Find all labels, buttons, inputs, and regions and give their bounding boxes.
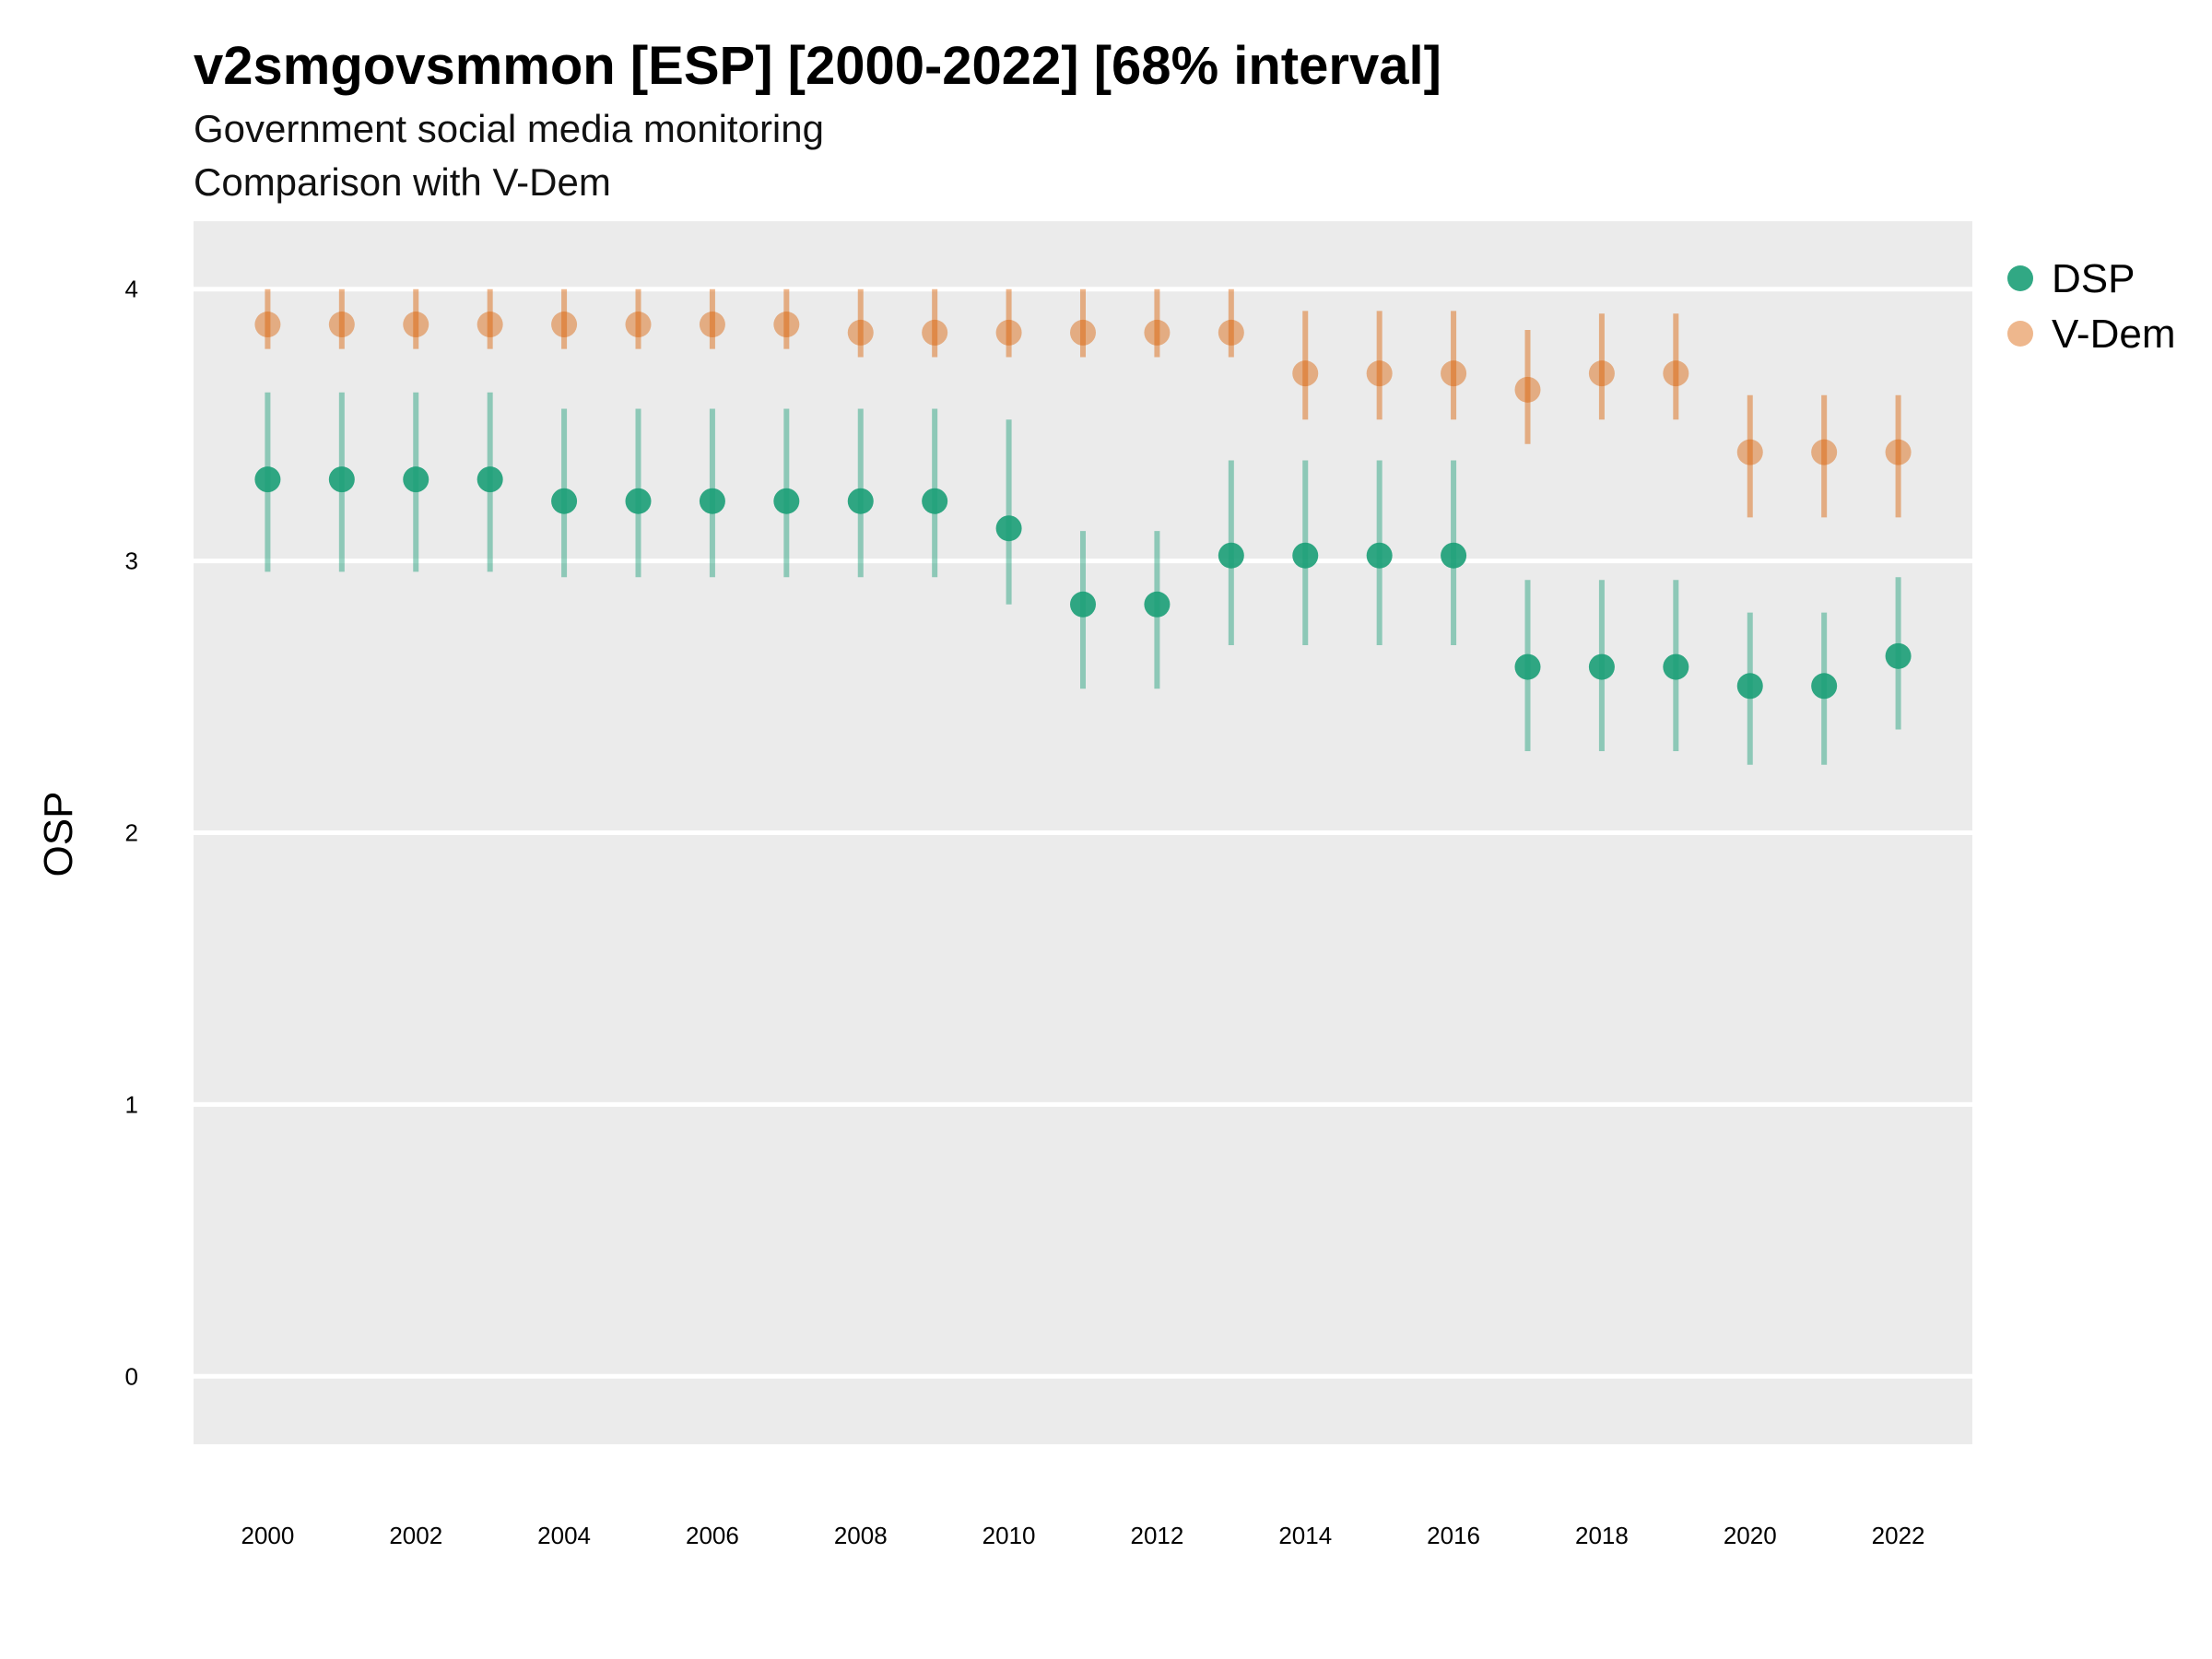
point-v-dem-2004	[551, 312, 578, 338]
y-tick-label-0: 0	[125, 1362, 138, 1390]
x-tick-label-2016: 2016	[1427, 1522, 1480, 1549]
x-tick-label-2018: 2018	[1575, 1522, 1629, 1549]
point-dsp-2014	[1292, 542, 1319, 569]
chart-title: v2smgovsmmon [ESP] [2000-2022] [68% inte…	[194, 36, 1441, 96]
point-v-dem-2018	[1588, 360, 1615, 387]
point-v-dem-2019	[1663, 360, 1689, 387]
point-dsp-2006	[699, 488, 725, 514]
legend-key-dsp	[2007, 265, 2033, 291]
legend-label-dsp: DSP	[2052, 256, 2135, 301]
x-tick-label-2004: 2004	[537, 1522, 591, 1549]
point-dsp-2000	[254, 466, 281, 493]
point-v-dem-2012	[1144, 319, 1171, 346]
x-tick-label-2020: 2020	[1724, 1522, 1777, 1549]
x-tick-label-2014: 2014	[1278, 1522, 1332, 1549]
y-tick-label-3: 3	[125, 547, 138, 575]
legend-label-v-dem: V-Dem	[2052, 312, 2175, 357]
point-dsp-2016	[1441, 542, 1467, 569]
x-tick-label-2006: 2006	[686, 1522, 739, 1549]
point-v-dem-2009	[922, 319, 948, 346]
point-dsp-2005	[625, 488, 652, 514]
y-tick-label-4: 4	[125, 276, 138, 303]
point-v-dem-2006	[699, 312, 725, 338]
y-tick-label-1: 1	[125, 1090, 138, 1118]
point-dsp-2020	[1736, 673, 1763, 700]
error-bars	[265, 288, 1901, 765]
point-dsp-2013	[1218, 542, 1244, 569]
chart-subtitle: Government social media monitoring	[194, 107, 824, 150]
y-axis-label: OSP	[36, 792, 81, 877]
data-points	[254, 312, 1912, 700]
point-dsp-2010	[995, 515, 1022, 542]
point-dsp-2022	[1885, 642, 1912, 669]
point-v-dem-2007	[773, 312, 800, 338]
point-v-dem-2002	[403, 312, 429, 338]
chart-subtitle-comparison: Comparison with V-Dem	[194, 160, 611, 204]
point-dsp-2018	[1588, 653, 1615, 680]
point-v-dem-2016	[1441, 360, 1467, 387]
point-v-dem-2020	[1736, 439, 1763, 465]
y-tick-label-2: 2	[125, 819, 138, 847]
y-tick-labels: 0 1 2 3 4	[125, 276, 138, 1391]
point-dsp-2004	[551, 488, 578, 514]
x-tick-label-2012: 2012	[1130, 1522, 1183, 1549]
point-v-dem-2003	[477, 312, 503, 338]
gridlines	[194, 287, 1972, 1379]
point-dsp-2012	[1144, 591, 1171, 618]
point-dsp-2001	[328, 466, 355, 493]
point-v-dem-2010	[995, 319, 1022, 346]
x-tick-label-2010: 2010	[982, 1522, 1036, 1549]
point-v-dem-2005	[625, 312, 652, 338]
point-v-dem-2008	[847, 319, 874, 346]
point-dsp-2002	[403, 466, 429, 493]
point-v-dem-2000	[254, 312, 281, 338]
point-dsp-2019	[1663, 653, 1689, 680]
point-dsp-2015	[1366, 542, 1393, 569]
point-v-dem-2022	[1885, 439, 1912, 465]
point-dsp-2021	[1811, 673, 1838, 700]
point-v-dem-2015	[1366, 360, 1393, 387]
point-v-dem-2014	[1292, 360, 1319, 387]
point-dsp-2009	[922, 488, 948, 514]
point-dsp-2017	[1514, 653, 1541, 680]
x-tick-label-2002: 2002	[389, 1522, 442, 1549]
point-v-dem-2001	[328, 312, 355, 338]
point-dsp-2007	[773, 488, 800, 514]
point-dsp-2003	[477, 466, 503, 493]
legend: DSP V-Dem	[2007, 256, 2175, 357]
x-tick-label-2008: 2008	[834, 1522, 888, 1549]
point-v-dem-2021	[1811, 439, 1838, 465]
point-v-dem-2013	[1218, 319, 1244, 346]
legend-key-v-dem	[2007, 321, 2033, 347]
point-v-dem-2017	[1514, 376, 1541, 403]
point-dsp-2011	[1070, 591, 1096, 618]
x-tick-label-2022: 2022	[1872, 1522, 1925, 1549]
x-tick-labels: 2000 2002 2004 2006 2008 2010 2012 2014 2016 2018…	[241, 1522, 1924, 1549]
point-dsp-2008	[847, 488, 874, 514]
point-v-dem-2011	[1070, 319, 1096, 346]
x-tick-label-2000: 2000	[241, 1522, 294, 1549]
